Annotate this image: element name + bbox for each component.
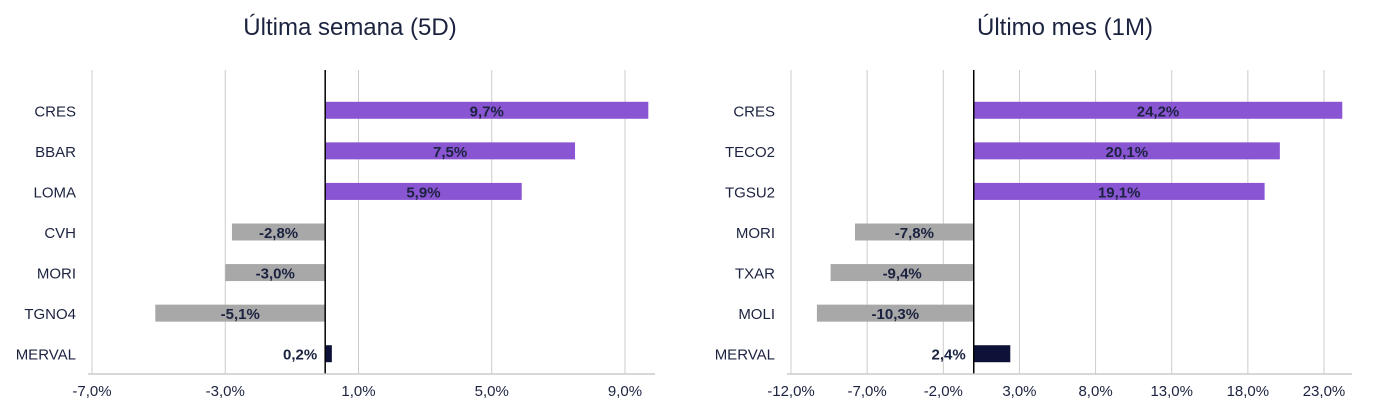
category-label: MERVAL — [715, 347, 775, 364]
chart-title-1m: Último mes (1M) — [976, 14, 1153, 41]
bar-tgsu2 — [973, 182, 1265, 200]
bar-chart-1m: CRES 24,2% TECO2 20,1% TGSU2 19,1% MORI -7,8% TX… — [715, 70, 1352, 400]
data-label: 0,2% — [283, 347, 317, 364]
chart-title-5d: Última semana (5D) — [243, 14, 457, 41]
category-label: BBAR — [35, 144, 76, 161]
category-label: TXAR — [735, 266, 775, 283]
bar-merval — [973, 345, 1011, 363]
bar-cres — [325, 101, 649, 119]
data-label: -10,3% — [872, 306, 920, 323]
x-tick-label: -7,0% — [848, 383, 887, 400]
data-label: -3,0% — [256, 266, 295, 283]
x-tick-label: -12,0% — [767, 383, 815, 400]
category-label: CRES — [733, 103, 775, 120]
data-label: 2,4% — [932, 347, 966, 364]
data-label: -5,1% — [221, 306, 260, 323]
bar-merval — [325, 345, 332, 363]
x-tick-label: -2,0% — [924, 383, 963, 400]
category-label: MOLI — [738, 306, 775, 323]
bar-loma — [325, 182, 522, 200]
x-tick-label: 9,0% — [608, 383, 642, 400]
category-label: CVH — [44, 225, 76, 242]
category-label: CRES — [34, 103, 76, 120]
x-tick-label: 3,0% — [1002, 383, 1036, 400]
data-label: 20,1% — [1106, 144, 1149, 161]
bar-cvh — [231, 223, 326, 241]
data-label: 9,7% — [470, 103, 504, 120]
category-label: MORI — [37, 266, 76, 283]
x-tick-label: 5,0% — [475, 383, 509, 400]
bar-mori — [854, 223, 974, 241]
category-label: LOMA — [33, 184, 76, 201]
x-tick-label: 1,0% — [341, 383, 375, 400]
bar-bbar — [325, 142, 576, 160]
x-tick-label: -3,0% — [206, 383, 245, 400]
x-tick-label: 18,0% — [1227, 383, 1270, 400]
data-label: 5,9% — [406, 184, 440, 201]
bar-mori — [225, 264, 326, 282]
data-label: 7,5% — [433, 144, 467, 161]
category-label: MORI — [736, 225, 775, 242]
x-tick-label: 23,0% — [1303, 383, 1346, 400]
category-label: TGSU2 — [725, 184, 775, 201]
data-label: -2,8% — [259, 225, 298, 242]
category-label: MERVAL — [16, 347, 76, 364]
x-tick-label: 13,0% — [1150, 383, 1193, 400]
category-label: TGNO4 — [24, 306, 76, 323]
x-tick-label: -7,0% — [72, 383, 111, 400]
data-label: -9,4% — [883, 266, 922, 283]
bar-moli — [816, 304, 974, 322]
category-label: TECO2 — [725, 144, 775, 161]
data-label: 24,2% — [1137, 103, 1180, 120]
x-tick-label: 8,0% — [1078, 383, 1112, 400]
bar-tgno4 — [155, 304, 326, 322]
data-label: 19,1% — [1098, 184, 1141, 201]
bar-chart-5d: CRES 9,7% BBAR 7,5% LOMA 5,9% CVH -2,8% MORI -3,0… — [16, 70, 655, 400]
data-label: -7,8% — [895, 225, 934, 242]
bar-txar — [830, 264, 974, 282]
bar-teco2 — [973, 142, 1280, 160]
bar-cres — [973, 101, 1343, 119]
